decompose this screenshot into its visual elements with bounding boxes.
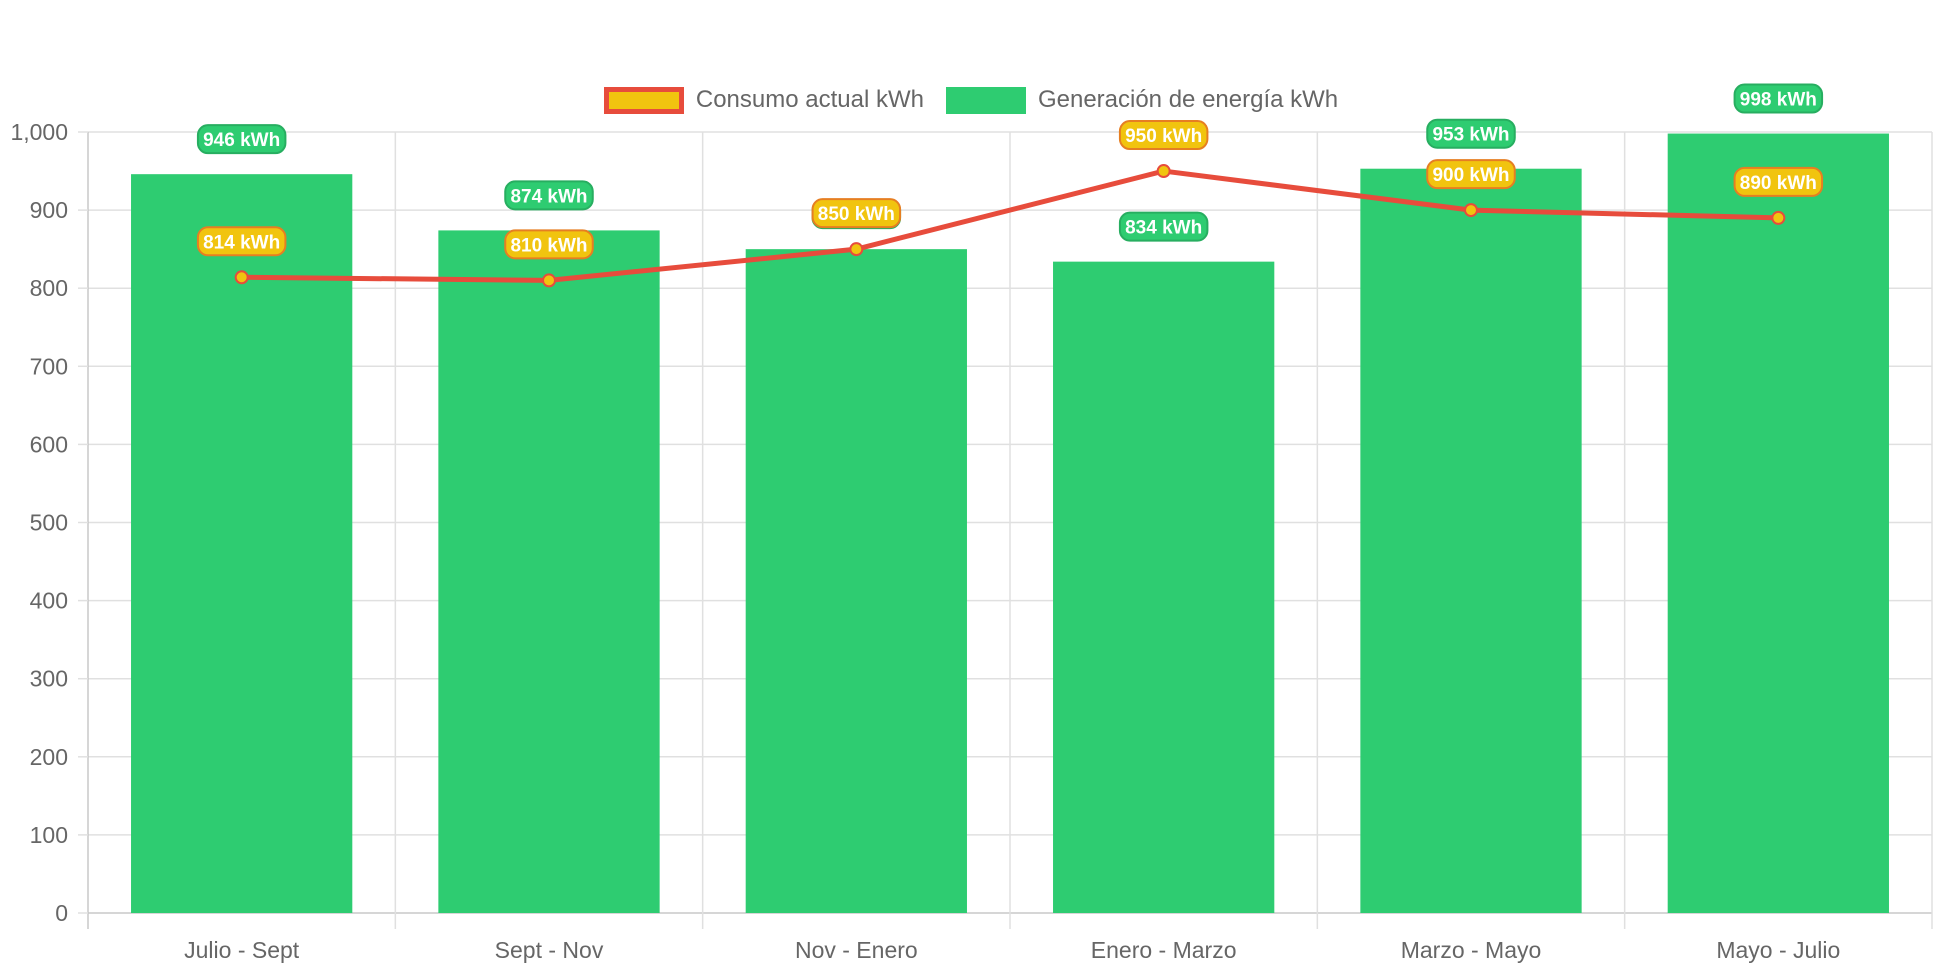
y-tick-label: 600 [30,431,68,457]
consumo-point[interactable] [234,270,249,285]
consumo-data-label-text: 900 kWh [1432,165,1509,186]
consumo-data-label-bg [196,226,287,257]
generacion-bar[interactable] [1360,168,1582,913]
consumo-data-label-text: 850 kWh [818,204,895,225]
consumo-data-label: 900 kWh [1426,159,1516,190]
legend: Consumo actual kWh Generación de energía… [0,84,1942,116]
generacion-bar[interactable] [438,230,660,913]
legend-swatch-generacion [945,86,1026,114]
consumo-data-label: 850 kWh [811,198,902,229]
y-tick-label: 1,000 [10,119,68,145]
x-tick-label: Mayo - Julio [1716,937,1840,963]
generacion-data-label: 874 kWh [504,180,594,211]
generacion-data-label-bg [504,180,594,211]
generacion-bars [131,133,1889,913]
generacion-data-label-text: 874 kWh [510,186,587,207]
consumo-data-label-text: 814 kWh [203,232,280,253]
consumo-data-label: 814 kWh [196,226,287,257]
x-tick-label: Sept - Nov [495,937,604,963]
consumo-data-label-text: 890 kWh [1740,173,1817,194]
consumo-point[interactable] [1771,210,1786,225]
consumo-line [234,164,1786,288]
consumo-data-label-bg [504,229,594,260]
consumo-data-label-text: 950 kWh [1125,126,1202,147]
generacion-data-label-text: 953 kWh [1432,125,1509,146]
consumo-data-label: 810 kWh [504,229,594,260]
consumo-point[interactable] [542,273,556,288]
generacion-bar[interactable] [131,174,353,913]
legend-swatch-consumo [603,86,684,114]
x-tick-label: Nov - Enero [795,937,918,963]
y-tick-label: 0 [55,900,68,926]
y-tick-label: 100 [30,822,68,848]
consumo-point[interactable] [849,242,864,257]
consumo-line-path [241,168,1779,283]
generacion-data-label-bg [1733,83,1824,114]
generacion-bar[interactable] [1667,133,1889,913]
generacion-data-label: 953 kWh [1426,118,1516,149]
x-tick-label: Marzo - Mayo [1401,937,1542,963]
generacion-data-label: 998 kWh [1733,83,1824,114]
x-axis: Julio - Sept Sept - Nov Nov - Enero Enero -… [184,937,1840,963]
consumo-point[interactable] [1156,164,1171,179]
legend-label-generacion: Generación de energía kWh [1037,86,1339,113]
y-tick-label: 700 [30,353,68,379]
generacion-data-label-bg [196,124,287,155]
generacion-bar[interactable] [745,249,967,913]
generacion-data-label-text: 998 kWh [1740,90,1817,111]
consumo-data-label-bg [1118,120,1209,151]
consumo-data-label: 950 kWh [1118,120,1209,151]
consumo-data-label-bg [811,198,902,229]
consumo-data-label-bg [1733,166,1824,197]
y-tick-label: 300 [30,666,68,692]
x-tick-label: Julio - Sept [184,937,300,963]
generacion-data-label: 946 kWh [196,124,287,155]
data-labels: 946 kWh 874 kWh 850 kWh 834 kWh 953 kWh 998 k… [196,83,1824,260]
generacion-data-label-text: 946 kWh [203,130,280,151]
y-tick-label: 500 [30,510,68,536]
legend-label-consumo: Consumo actual kWh [695,86,924,113]
legend-item-generacion[interactable]: Generación de energía kWh [945,86,1339,114]
generacion-data-label: 834 kWh [1118,211,1209,242]
generacion-data-label-bg [1426,118,1516,149]
grid-lines [87,131,1933,929]
generacion-bar[interactable] [1053,261,1275,913]
consumo-data-label-text: 810 kWh [510,235,587,256]
consumo-point[interactable] [1464,203,1478,218]
y-axis: 0 100 200 300 400 500 600 700 800 900 1,000 [10,119,88,926]
y-tick-label: 900 [30,197,68,223]
y-tick-label: 800 [30,275,68,301]
y-tick-label: 400 [30,588,68,614]
generacion-data-label-bg [1118,211,1209,242]
x-tick-label: Enero - Marzo [1091,937,1237,963]
consumo-data-label-bg [1426,159,1516,190]
generacion-data-label-text: 834 kWh [1125,218,1202,239]
consumo-data-label: 890 kWh [1733,166,1824,197]
legend-item-consumo[interactable]: Consumo actual kWh [603,86,924,114]
y-tick-label: 200 [30,744,68,770]
